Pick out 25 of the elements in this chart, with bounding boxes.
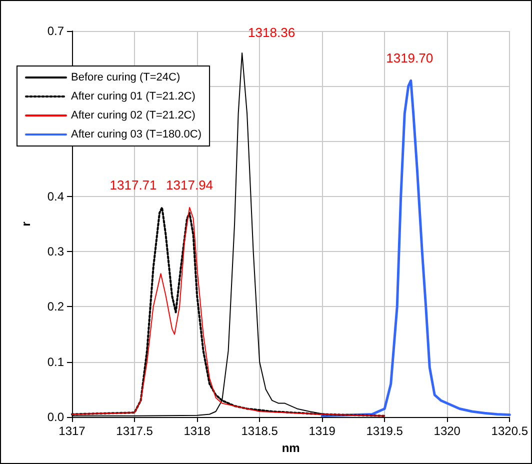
x-tick-label: 1318.5	[241, 424, 278, 438]
annotation: 1319.70	[386, 50, 434, 66]
legend-label: After curing 03 (T=180.0C)	[71, 128, 202, 140]
y-tick-label: 0.1	[47, 354, 64, 369]
x-tick-label: 1320.5	[491, 424, 528, 438]
annotation: 1317.94	[166, 177, 214, 192]
y-tick-label: 0.2	[47, 300, 64, 314]
x-tick-label: 1319.5	[366, 424, 404, 438]
x-tick-label: 1320	[434, 424, 461, 438]
annotation: 1318.36	[248, 25, 296, 40]
x-tick-label: 1318	[184, 424, 211, 438]
legend-label: After curing 02 (T=21.2C)	[71, 110, 196, 122]
y-axis-title: r	[19, 221, 33, 226]
x-tick-label: 1317	[58, 424, 86, 438]
x-tick-label: 1317.5	[116, 424, 154, 438]
line-series	[320, 79, 511, 418]
legend-label: After curing 01 (T=21.2C)	[71, 90, 196, 102]
x-tick-label: 1319	[308, 424, 336, 438]
y-tick-label: 0.3	[47, 244, 64, 259]
legend-label: Before curing (T=24C)	[71, 72, 180, 84]
y-tick-label: 0.4	[47, 189, 64, 204]
annotation: 1317.71	[110, 177, 157, 192]
y-tick-label: 0.7	[47, 24, 64, 38]
x-axis-title: nm	[282, 440, 300, 455]
y-tick-label: 0.0	[47, 410, 64, 424]
